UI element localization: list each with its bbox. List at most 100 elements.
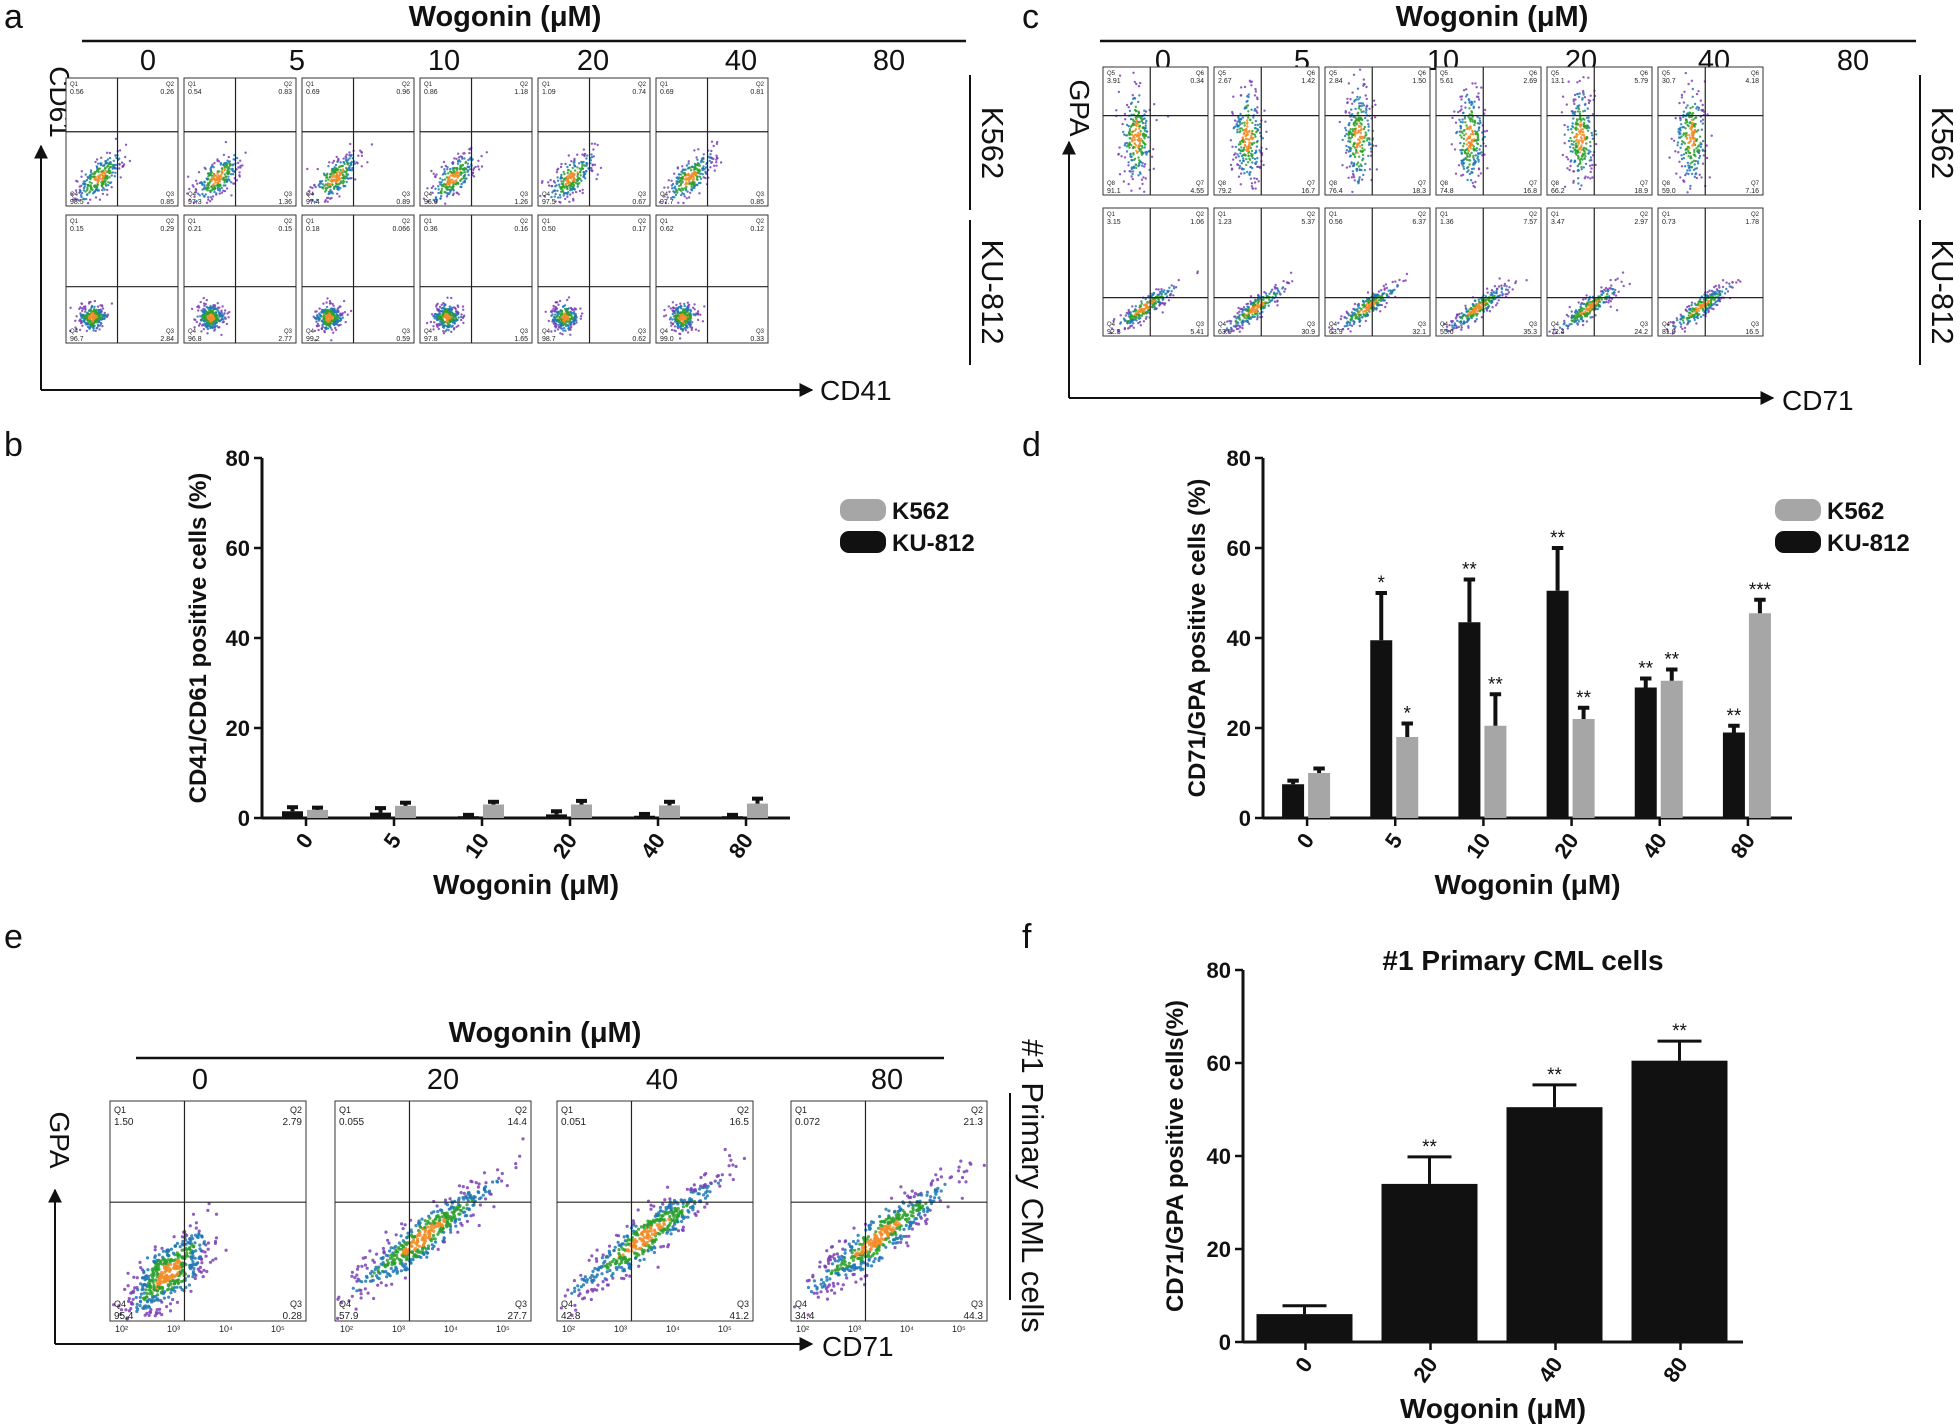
- flow-event: [89, 171, 93, 174]
- flow-event: [84, 190, 87, 193]
- flow-event: [455, 191, 458, 194]
- flow-event: [1343, 134, 1347, 138]
- flow-event: [1473, 100, 1476, 103]
- flow-event: [1472, 167, 1476, 170]
- flow-event: [1133, 80, 1137, 84]
- flow-event: [216, 309, 219, 312]
- flow-event: [1250, 84, 1253, 87]
- flow-event: [201, 192, 204, 196]
- flow-event: [220, 333, 223, 337]
- flow-event: [1684, 71, 1688, 75]
- flow-event: [678, 184, 681, 188]
- flow-event: [1687, 155, 1690, 158]
- flow-event: [562, 180, 565, 183]
- flow-event: [313, 200, 316, 204]
- flow-event: [552, 180, 556, 183]
- flow-event: [449, 191, 452, 194]
- flow-event: [1693, 102, 1697, 106]
- flow-event: [1240, 167, 1244, 170]
- flow-event: [446, 166, 449, 169]
- flow-event: [1241, 136, 1244, 139]
- flow-event: [1469, 120, 1472, 123]
- flow-event: [593, 163, 597, 166]
- flow-event: [103, 317, 106, 321]
- flow-event: [1577, 163, 1581, 166]
- flow-event: [459, 173, 463, 176]
- flow-event: [1143, 190, 1146, 193]
- flow-event: [1160, 288, 1163, 291]
- flow-event: [327, 192, 330, 196]
- flow-event: [1476, 136, 1480, 140]
- flow-event: [560, 177, 563, 180]
- flow-event: [1453, 110, 1456, 113]
- flow-event: [450, 316, 453, 319]
- flow-event: [1142, 176, 1145, 179]
- flow-event: [1261, 137, 1265, 140]
- flow-event: [112, 163, 116, 167]
- flow-event: [1236, 131, 1239, 134]
- flow-event: [466, 162, 469, 165]
- flow-event: [207, 196, 210, 199]
- flow-event: [1472, 149, 1476, 152]
- flow-event: [673, 318, 676, 321]
- flow-event: [210, 198, 214, 201]
- quadrant-percentage: 99.0: [660, 336, 674, 343]
- quadrant-percentage: 0.56: [70, 89, 84, 96]
- flow-event: [574, 317, 577, 320]
- flow-event: [675, 180, 678, 183]
- flow-event: [85, 329, 89, 333]
- flow-event: [214, 314, 217, 318]
- flow-event: [1247, 116, 1250, 119]
- flow-event: [1572, 100, 1575, 103]
- flow-event: [567, 154, 570, 157]
- flow-event: [1360, 164, 1363, 168]
- flow-event: [321, 323, 324, 327]
- flow-event: [455, 157, 458, 161]
- flow-event: [335, 182, 338, 186]
- flow-event: [432, 328, 435, 331]
- flow-event: [463, 171, 467, 174]
- quadrant-gate-name: Q3: [638, 192, 647, 198]
- flow-event: [350, 169, 354, 172]
- panel-letter-f: f: [1022, 918, 1032, 956]
- flow-event: [581, 312, 584, 315]
- flow-event: [1465, 95, 1468, 98]
- flow-event: [433, 321, 436, 324]
- flow-event: [696, 175, 699, 178]
- flow-event: [205, 318, 209, 322]
- flow-event: [87, 321, 90, 324]
- flow-event: [215, 318, 219, 321]
- flow-event: [715, 164, 718, 167]
- flow-event: [1170, 284, 1173, 287]
- flow-event: [1132, 165, 1135, 169]
- flow-event: [678, 332, 681, 335]
- flow-event: [439, 313, 442, 316]
- flow-event: [1143, 129, 1147, 132]
- flow-event: [213, 304, 216, 307]
- flow-event: [1138, 124, 1142, 128]
- flow-event: [572, 187, 575, 190]
- panel-letter-e: e: [4, 918, 23, 956]
- flow-event: [1470, 110, 1473, 113]
- flow-event: [1580, 148, 1583, 152]
- flow-event: [230, 194, 233, 197]
- flow-event: [226, 312, 229, 315]
- flow-event: [1591, 134, 1594, 137]
- flow-event: [210, 326, 213, 329]
- flow-event: [1701, 149, 1705, 152]
- flow-event: [1461, 118, 1464, 121]
- flow-event: [445, 328, 448, 331]
- flow-event: [100, 170, 103, 173]
- flow-event: [584, 177, 587, 180]
- flow-event: [244, 151, 247, 154]
- flow-event: [1161, 302, 1165, 305]
- flow-event: [570, 314, 573, 318]
- flow-event: [1248, 173, 1251, 177]
- flow-event: [316, 325, 319, 328]
- flow-event: [80, 175, 83, 178]
- flow-event: [107, 183, 110, 187]
- flow-event: [571, 317, 574, 321]
- quadrant-percentage: 98.7: [542, 336, 556, 343]
- flow-event: [218, 178, 222, 181]
- flow-event: [324, 199, 327, 202]
